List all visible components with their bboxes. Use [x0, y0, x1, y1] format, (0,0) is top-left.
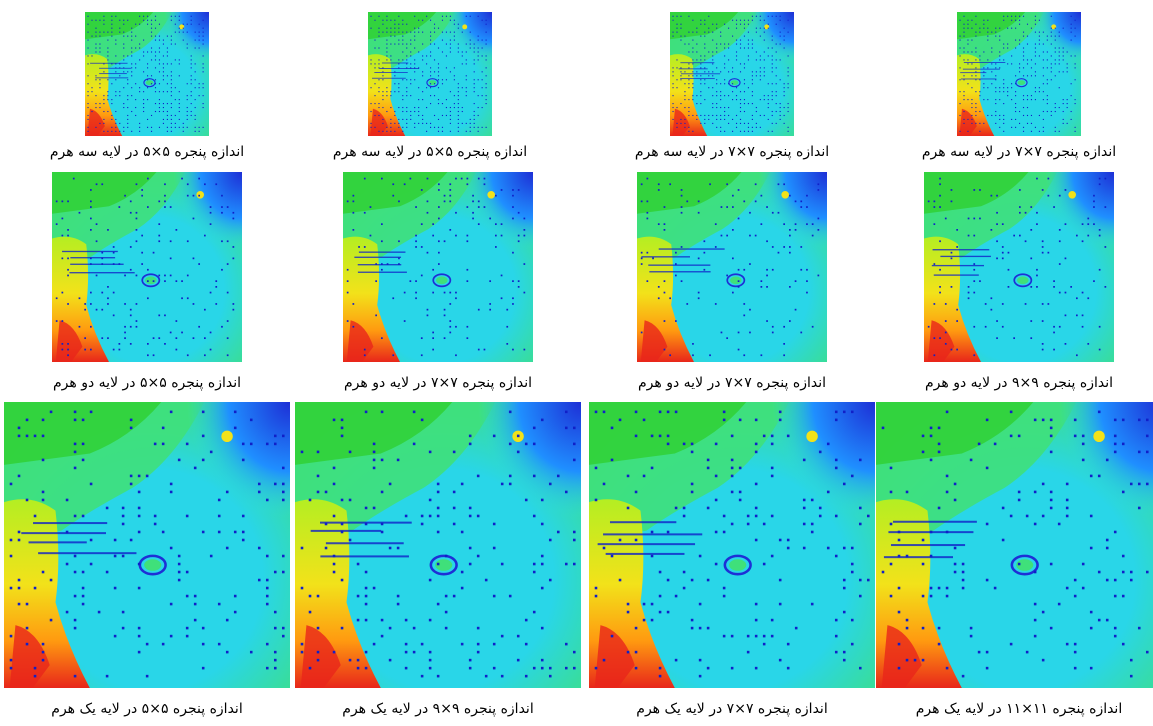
- panel-caption: اندازه پنجره ۷×۷ در لایه دو هرم: [582, 374, 882, 392]
- disparity-map-image: [4, 402, 290, 688]
- disparity-map: [637, 172, 827, 362]
- disparity-map: [4, 402, 290, 688]
- disparity-map-image: [670, 12, 794, 136]
- panel-caption: اندازه پنجره ۷×۷ در لایه سه هرم: [869, 143, 1153, 161]
- panel-caption: اندازه پنجره ۷×۷ در لایه یک هرم: [582, 700, 882, 718]
- panel-caption: اندازه پنجره ۱۱×۱۱ در لایه یک هرم: [869, 700, 1153, 718]
- panel-caption: اندازه پنجره ۷×۷ در لایه سه هرم: [582, 143, 882, 161]
- disparity-map-image: [924, 172, 1114, 362]
- disparity-map: [876, 402, 1153, 688]
- disparity-map-image: [295, 402, 581, 688]
- disparity-map-image: [957, 12, 1081, 136]
- disparity-map: [368, 12, 492, 136]
- disparity-map: [924, 172, 1114, 362]
- disparity-map: [52, 172, 242, 362]
- disparity-map: [670, 12, 794, 136]
- panel-caption: اندازه پنجره ۷×۷ در لایه دو هرم: [288, 374, 588, 392]
- disparity-map: [589, 402, 875, 688]
- panel-caption: اندازه پنجره ۵×۵ در لایه دو هرم: [0, 374, 297, 392]
- disparity-map-image: [52, 172, 242, 362]
- disparity-map-image: [637, 172, 827, 362]
- disparity-map-image: [85, 12, 209, 136]
- panel-caption: اندازه پنجره ۵×۵ در لایه یک هرم: [0, 700, 297, 718]
- panel-caption: اندازه پنجره ۵×۵ در لایه سه هرم: [0, 143, 297, 161]
- disparity-map: [85, 12, 209, 136]
- disparity-map-image: [589, 402, 875, 688]
- disparity-map-image: [343, 172, 533, 362]
- disparity-map-image: [876, 402, 1153, 688]
- disparity-map: [295, 402, 581, 688]
- disparity-map: [343, 172, 533, 362]
- panel-caption: اندازه پنجره ۵×۵ در لایه سه هرم: [280, 143, 580, 161]
- disparity-map: [957, 12, 1081, 136]
- panel-caption: اندازه پنجره ۹×۹ در لایه دو هرم: [869, 374, 1153, 392]
- panel-caption: اندازه پنجره ۹×۹ در لایه یک هرم: [288, 700, 588, 718]
- disparity-map-image: [368, 12, 492, 136]
